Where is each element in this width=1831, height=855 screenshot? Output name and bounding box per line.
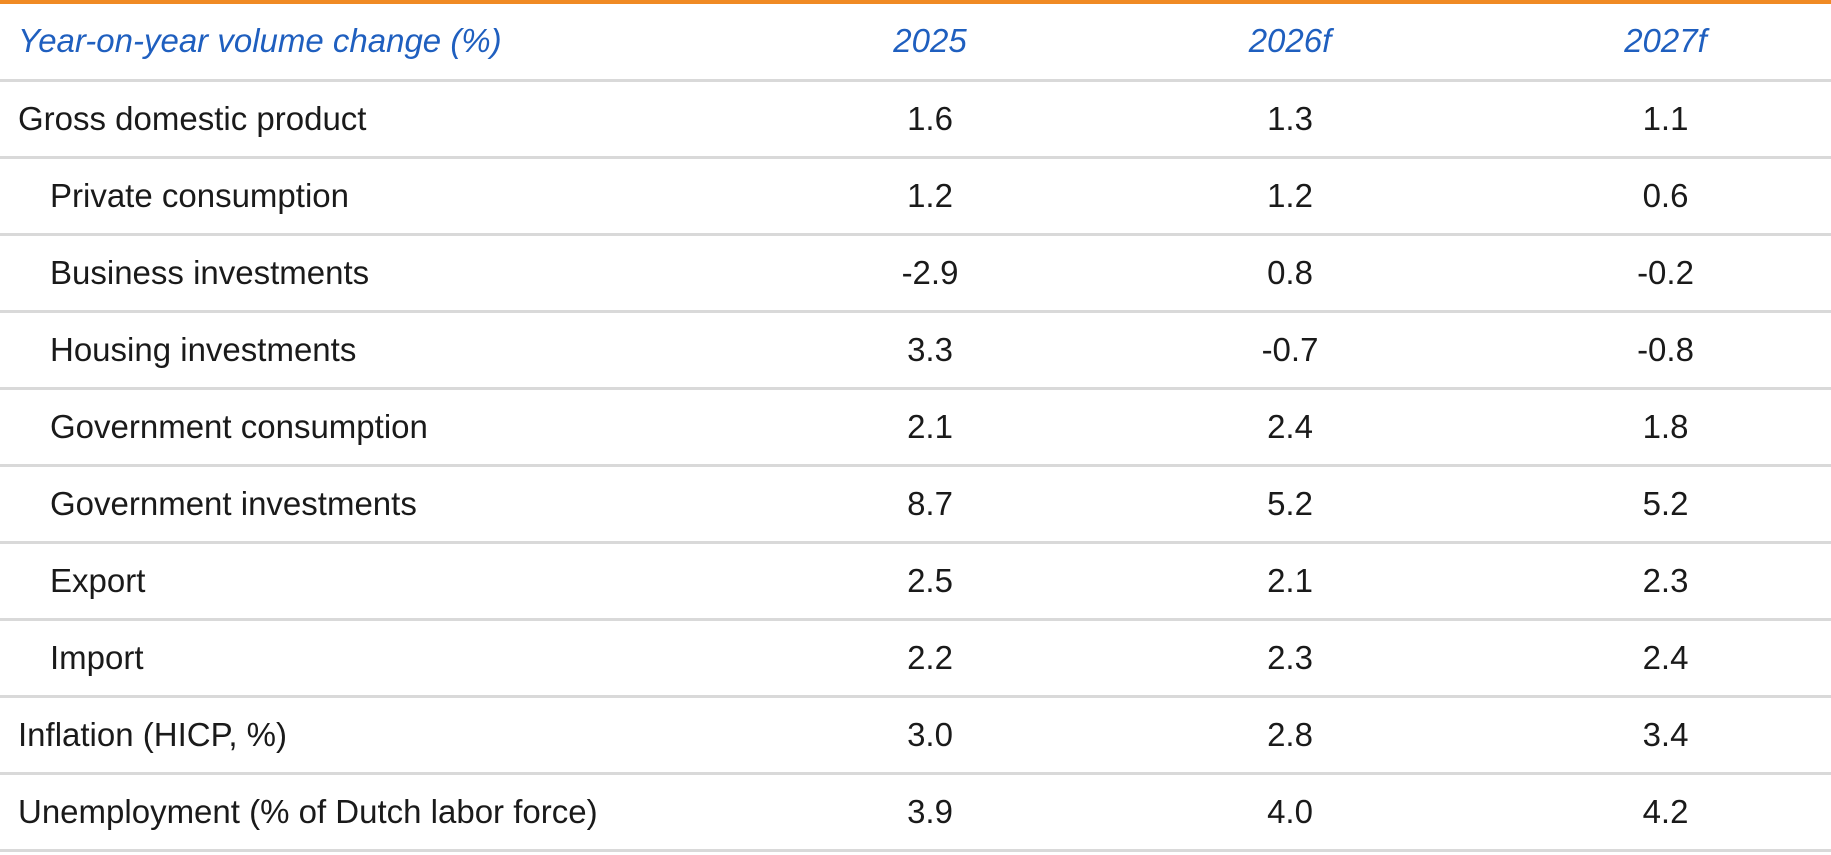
header-year-2027f: 2027f xyxy=(1500,4,1831,82)
cell-value: 4.0 xyxy=(1080,773,1500,852)
table-row: Housing investments 3.3 -0.7 -0.8 xyxy=(0,311,1831,390)
table-row: Private consumption 1.2 1.2 0.6 xyxy=(0,157,1831,236)
cell-value: 3.0 xyxy=(780,696,1080,775)
cell-value: 0.8 xyxy=(1080,234,1500,313)
cell-value: 4.2 xyxy=(1500,773,1831,852)
table-row: Export 2.5 2.1 2.3 xyxy=(0,542,1831,621)
forecast-table: Year-on-year volume change (%) 2025 2026… xyxy=(0,4,1831,852)
cell-value: 2.1 xyxy=(1080,542,1500,621)
cell-value: 2.2 xyxy=(780,619,1080,698)
cell-value: -0.8 xyxy=(1500,311,1831,390)
table-row: Unemployment (% of Dutch labor force) 3.… xyxy=(0,773,1831,852)
table-row: Gross domestic product 1.6 1.3 1.1 xyxy=(0,80,1831,159)
cell-value: 3.9 xyxy=(780,773,1080,852)
cell-value: 2.5 xyxy=(780,542,1080,621)
cell-value: 1.2 xyxy=(1080,157,1500,236)
cell-value: 2.4 xyxy=(1080,388,1500,467)
cell-value: 1.8 xyxy=(1500,388,1831,467)
header-year-2025: 2025 xyxy=(780,4,1080,82)
cell-value: 2.3 xyxy=(1080,619,1500,698)
header-label: Year-on-year volume change (%) xyxy=(0,4,780,82)
cell-value: 3.4 xyxy=(1500,696,1831,775)
cell-value: 2.4 xyxy=(1500,619,1831,698)
row-label-private-consumption: Private consumption xyxy=(0,157,780,236)
cell-value: 2.1 xyxy=(780,388,1080,467)
cell-value: 1.3 xyxy=(1080,80,1500,159)
table-row: Inflation (HICP, %) 3.0 2.8 3.4 xyxy=(0,696,1831,775)
row-label-unemployment: Unemployment (% of Dutch labor force) xyxy=(0,773,780,852)
table-row: Government consumption 2.1 2.4 1.8 xyxy=(0,388,1831,467)
table-row: Business investments -2.9 0.8 -0.2 xyxy=(0,234,1831,313)
cell-value: 2.3 xyxy=(1500,542,1831,621)
row-label-housing-investments: Housing investments xyxy=(0,311,780,390)
row-label-government-consumption: Government consumption xyxy=(0,388,780,467)
cell-value: -0.2 xyxy=(1500,234,1831,313)
cell-value: 1.6 xyxy=(780,80,1080,159)
header-year-2026f: 2026f xyxy=(1080,4,1500,82)
table-row: Government investments 8.7 5.2 5.2 xyxy=(0,465,1831,544)
cell-value: 8.7 xyxy=(780,465,1080,544)
row-label-gdp: Gross domestic product xyxy=(0,80,780,159)
table-row: Import 2.2 2.3 2.4 xyxy=(0,619,1831,698)
row-label-business-investments: Business investments xyxy=(0,234,780,313)
cell-value: -0.7 xyxy=(1080,311,1500,390)
table-header-row: Year-on-year volume change (%) 2025 2026… xyxy=(0,4,1831,82)
cell-value: -2.9 xyxy=(780,234,1080,313)
row-label-inflation: Inflation (HICP, %) xyxy=(0,696,780,775)
cell-value: 5.2 xyxy=(1500,465,1831,544)
cell-value: 2.8 xyxy=(1080,696,1500,775)
row-label-export: Export xyxy=(0,542,780,621)
cell-value: 0.6 xyxy=(1500,157,1831,236)
cell-value: 3.3 xyxy=(780,311,1080,390)
cell-value: 5.2 xyxy=(1080,465,1500,544)
row-label-government-investments: Government investments xyxy=(0,465,780,544)
cell-value: 1.1 xyxy=(1500,80,1831,159)
cell-value: 1.2 xyxy=(780,157,1080,236)
row-label-import: Import xyxy=(0,619,780,698)
